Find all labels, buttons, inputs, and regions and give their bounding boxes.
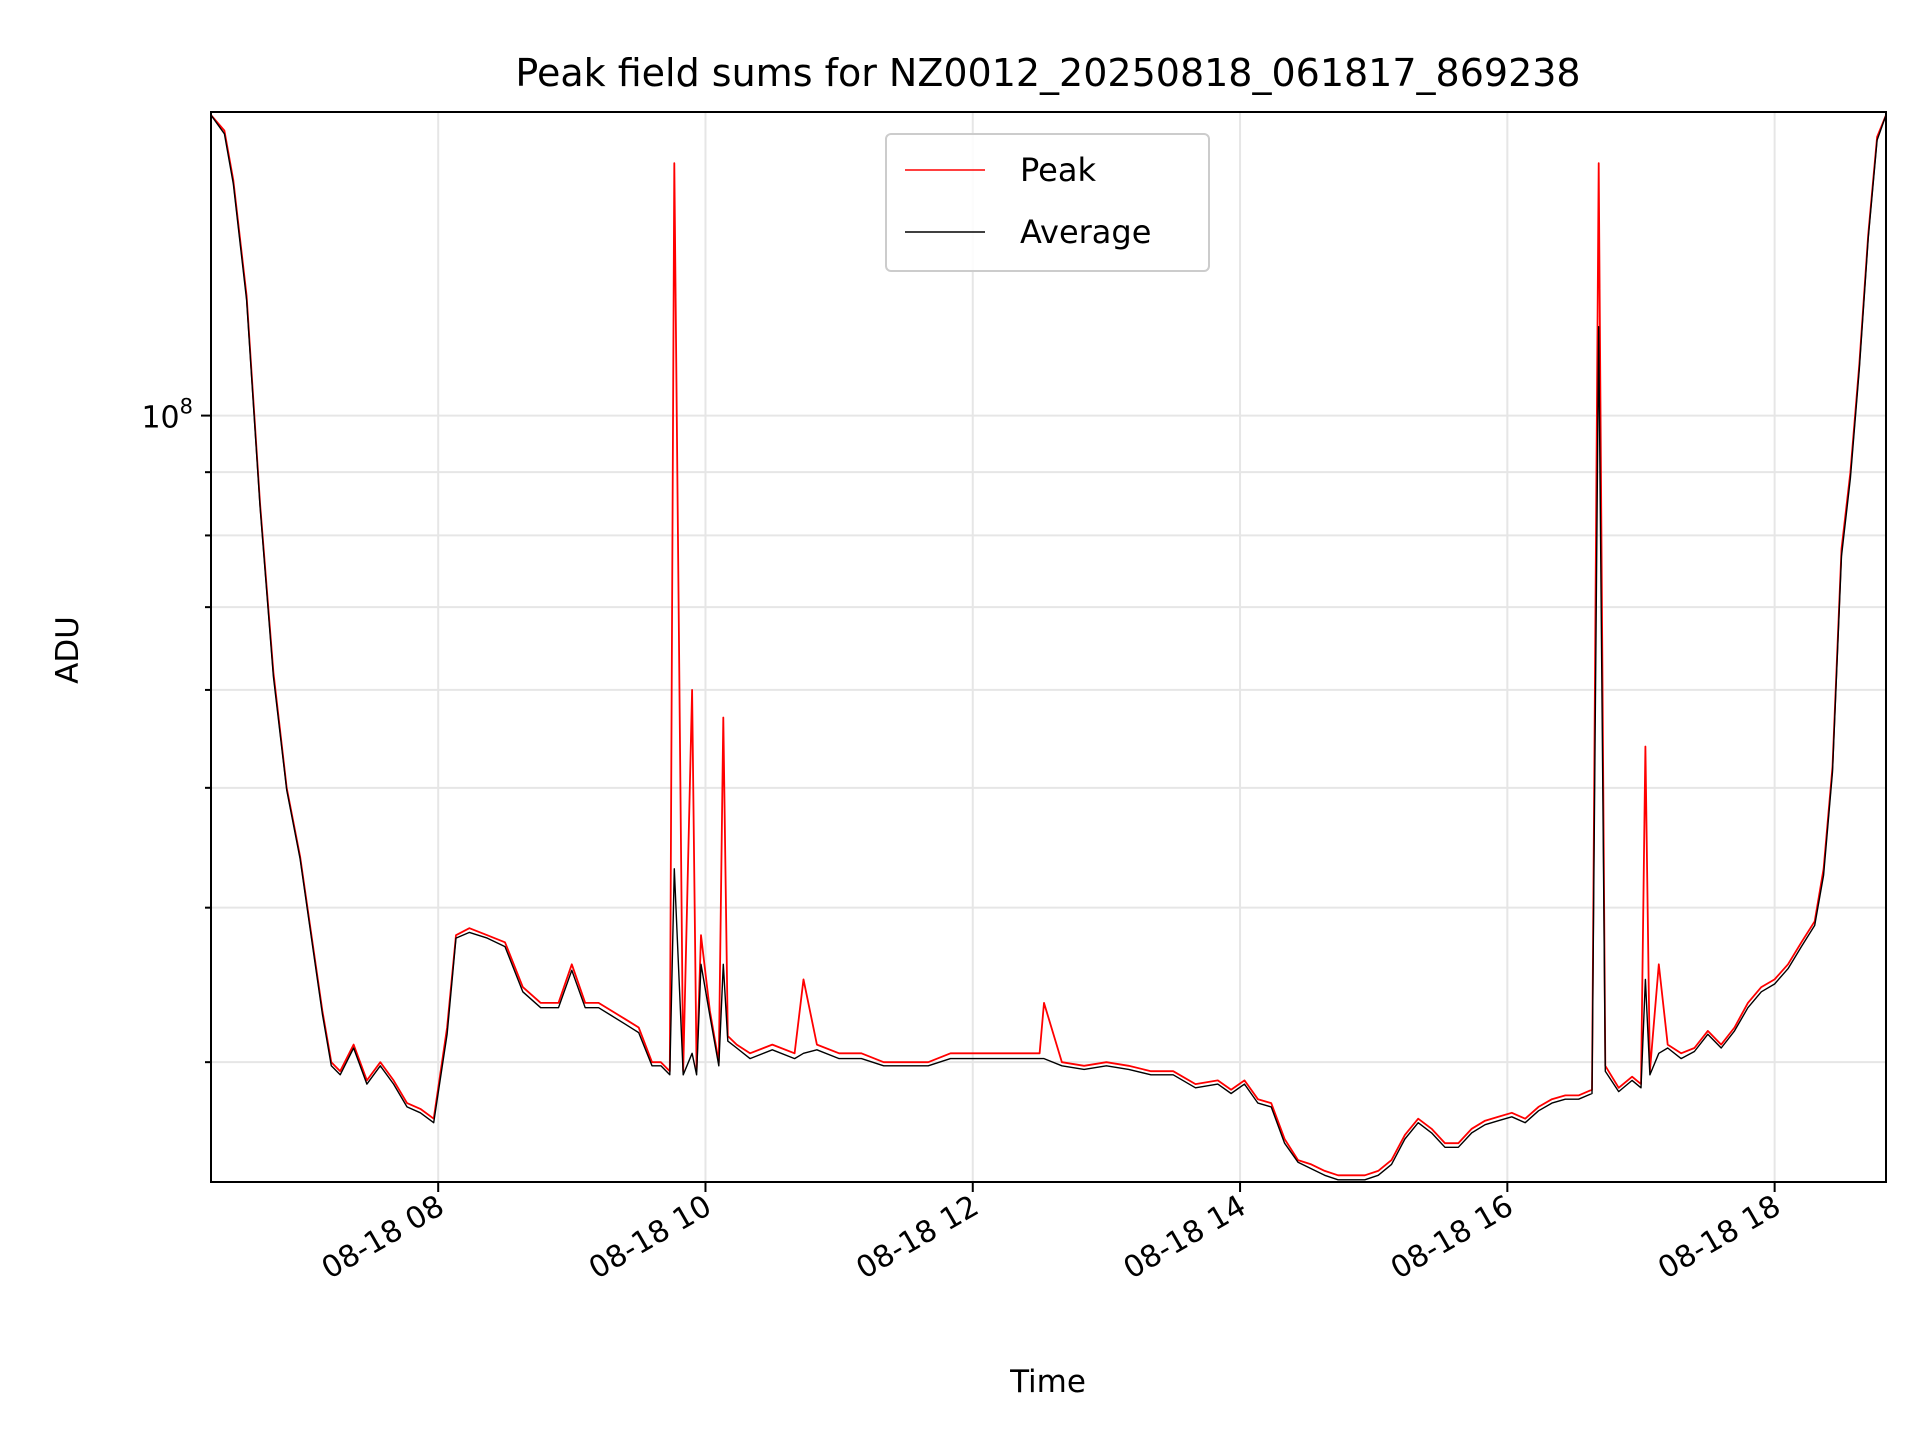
y-axis-title: ADU bbox=[50, 616, 86, 684]
series-layer bbox=[210, 114, 1887, 1181]
series-line-peak bbox=[210, 114, 1887, 1177]
grid bbox=[211, 112, 1886, 1182]
y-axis: 108 bbox=[141, 395, 211, 1064]
legend-peak-label: Peak bbox=[1020, 151, 1096, 189]
legend-box bbox=[885, 133, 1210, 272]
x-axis-title: Time bbox=[1009, 1364, 1086, 1400]
series-line-average bbox=[210, 114, 1887, 1181]
legend: Peak Average bbox=[885, 133, 1210, 272]
legend-average-label: Average bbox=[1020, 213, 1151, 251]
chart-title: Peak field sums for NZ0012_20250818_0618… bbox=[515, 51, 1580, 95]
plot-frame bbox=[210, 111, 1887, 1183]
y-tick-label: 108 bbox=[141, 395, 193, 436]
